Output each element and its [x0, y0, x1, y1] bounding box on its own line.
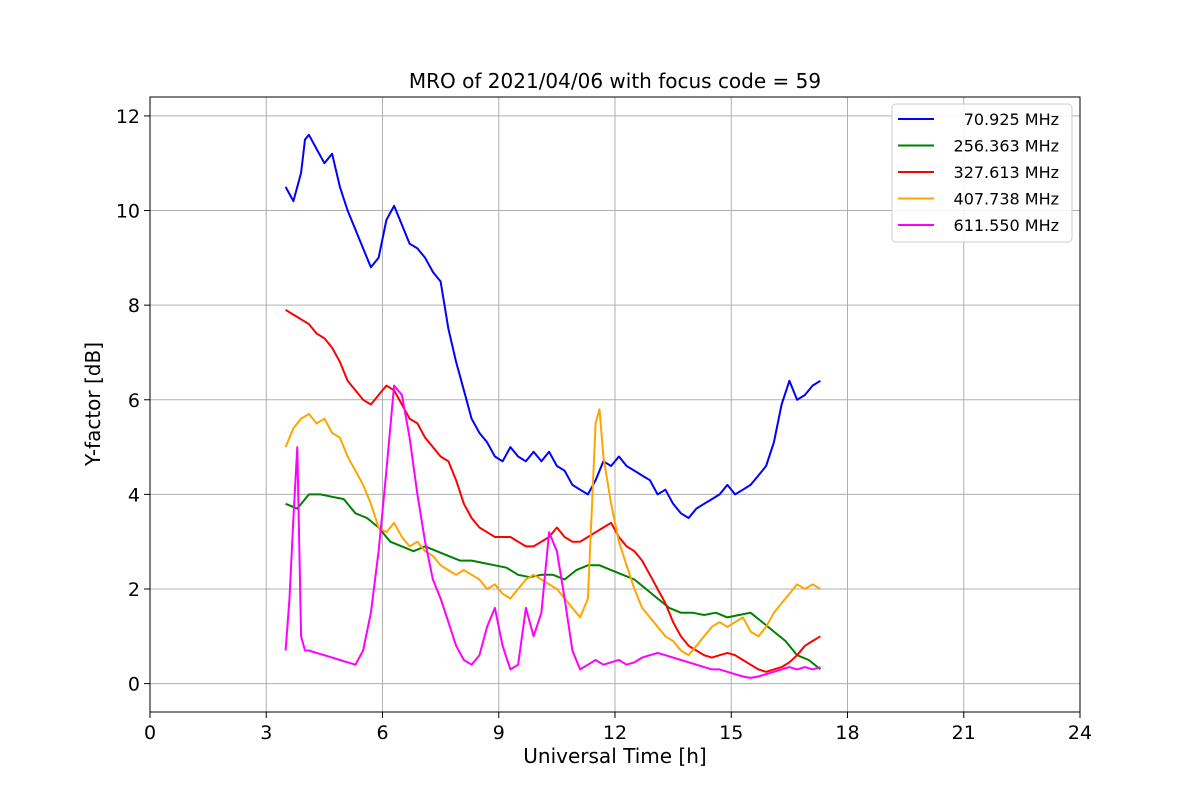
plot-series: [284, 133, 822, 679]
x-tick-label: 24: [1068, 722, 1092, 744]
y-tick-label: 2: [128, 579, 140, 601]
legend-label-2: 327.613 MHz: [954, 163, 1059, 182]
series-line-2: [285, 309, 821, 673]
x-tick-label: 0: [144, 722, 156, 744]
legend: 70.925 MHz 256.363 MHz 327.613 MHz 407.738 …: [891, 103, 1073, 243]
legend-box: [891, 103, 1073, 243]
y-axis-label: Y-factor [dB]: [81, 342, 105, 467]
y-tick-label: 12: [116, 106, 140, 128]
y-tick-label: 8: [128, 295, 140, 317]
y-tick-label: 0: [128, 674, 140, 696]
series-line-3: [284, 408, 821, 657]
series-line-1: [285, 493, 822, 671]
series-line-0: [284, 133, 821, 519]
y-tick-label: 10: [116, 201, 140, 223]
chart-title: MRO of 2021/04/06 with focus code = 59: [409, 69, 821, 93]
series-line-4: [284, 384, 821, 679]
legend-label-1: 256.363 MHz: [954, 137, 1059, 156]
x-tick-label: 15: [719, 722, 743, 744]
y-tick-label: 6: [128, 390, 140, 412]
legend-label-0: 70.925 MHz: [964, 110, 1059, 129]
x-tick-label: 18: [835, 722, 859, 744]
x-tick-label: 12: [603, 722, 627, 744]
x-tick-label: 9: [493, 722, 505, 744]
x-tick-label: 3: [260, 722, 272, 744]
legend-label-3: 407.738 MHz: [954, 190, 1059, 209]
legend-label-4: 611.550 MHz: [954, 216, 1059, 235]
x-axis-label: Universal Time [h]: [523, 744, 706, 768]
x-tick-label: 21: [952, 722, 976, 744]
y-tick-label: 4: [128, 484, 140, 506]
x-tick-label: 6: [376, 722, 388, 744]
